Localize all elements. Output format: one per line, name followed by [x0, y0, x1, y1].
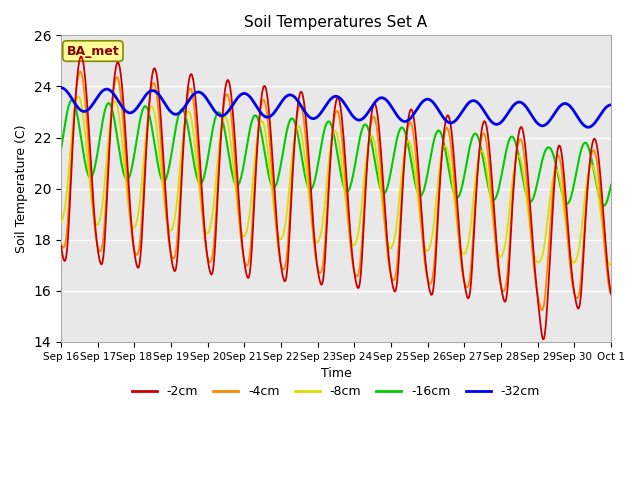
Legend: -2cm, -4cm, -8cm, -16cm, -32cm: -2cm, -4cm, -8cm, -16cm, -32cm: [127, 380, 545, 403]
X-axis label: Time: Time: [321, 367, 351, 380]
Y-axis label: Soil Temperature (C): Soil Temperature (C): [15, 124, 28, 253]
Text: BA_met: BA_met: [67, 45, 119, 58]
Title: Soil Temperatures Set A: Soil Temperatures Set A: [244, 15, 428, 30]
